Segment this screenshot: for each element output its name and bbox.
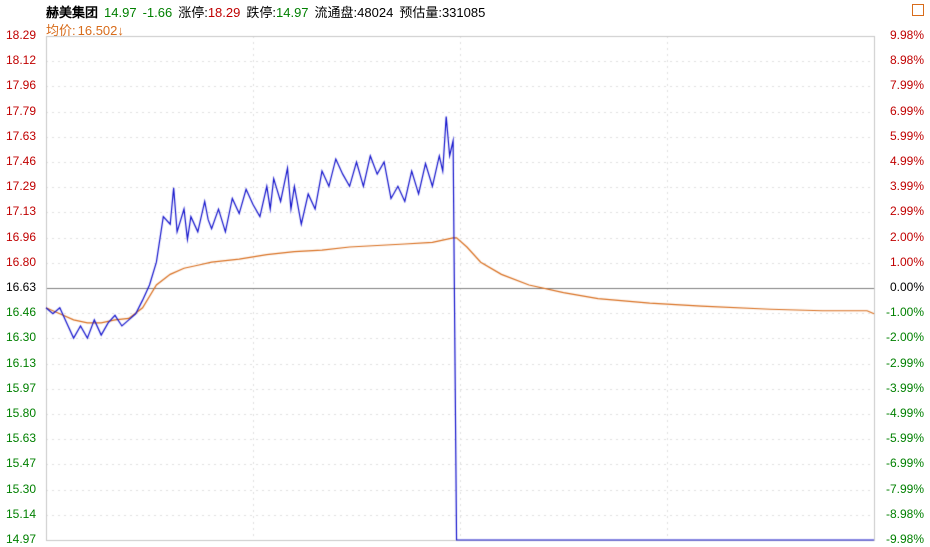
y-axis-price-label: 17.79 xyxy=(6,104,36,118)
y-axis-price-label: 16.96 xyxy=(6,230,36,244)
y-axis-price-label: 15.97 xyxy=(6,381,36,395)
y-axis-price-label: 17.13 xyxy=(6,204,36,218)
y-axis-price-label: 17.96 xyxy=(6,78,36,92)
y-axis-pct-label: 8.98% xyxy=(890,53,924,67)
y-axis-pct-label: -2.99% xyxy=(886,356,924,370)
float-value: 48024 xyxy=(357,5,393,20)
y-axis-price-label: 18.29 xyxy=(6,28,36,42)
y-axis-price-label: 15.63 xyxy=(6,431,36,445)
limit-down-label: 跌停: xyxy=(246,5,276,20)
y-axis-pct-label: -5.99% xyxy=(886,431,924,445)
y-axis-price-label: 15.14 xyxy=(6,507,36,521)
price-change: -1.66 xyxy=(143,5,173,20)
y-axis-pct-label: 0.00% xyxy=(890,280,924,294)
y-axis-price-label: 16.63 xyxy=(6,280,36,294)
y-axis-pct-label: -2.00% xyxy=(886,330,924,344)
y-axis-price-label: 15.30 xyxy=(6,482,36,496)
y-axis-pct-label: -6.99% xyxy=(886,456,924,470)
y-axis-pct-label: 6.99% xyxy=(890,104,924,118)
y-axis-pct-label: -4.99% xyxy=(886,406,924,420)
y-axis-pct-label: 2.00% xyxy=(890,230,924,244)
limit-up-label: 涨停: xyxy=(178,5,208,20)
y-axis-price-label: 16.80 xyxy=(6,255,36,269)
avg-value: 16.502↓ xyxy=(78,23,124,38)
est-vol-value: 331085 xyxy=(442,5,485,20)
y-axis-price-label: 15.47 xyxy=(6,456,36,470)
y-axis-pct-label: 7.99% xyxy=(890,78,924,92)
est-vol-label: 预估量: xyxy=(399,5,442,20)
stock-name: 赫美集团 xyxy=(46,2,98,21)
y-axis-pct-label: 5.99% xyxy=(890,129,924,143)
avg-label: 均价: xyxy=(46,20,76,39)
y-axis-pct-label: 2.99% xyxy=(890,204,924,218)
limit-up-value: 18.29 xyxy=(208,5,241,20)
y-axis-pct-label: 3.99% xyxy=(890,179,924,193)
y-axis-price-label: 16.46 xyxy=(6,305,36,319)
y-axis-pct-label: 9.98% xyxy=(890,28,924,42)
y-axis-pct-label: -3.99% xyxy=(886,381,924,395)
corner-marker xyxy=(912,4,924,16)
y-axis-price-label: 14.97 xyxy=(6,532,36,546)
price-chart xyxy=(0,0,930,547)
y-axis-price-label: 16.30 xyxy=(6,330,36,344)
y-axis-pct-label: -8.98% xyxy=(886,507,924,521)
y-axis-pct-label: -9.98% xyxy=(886,532,924,546)
y-axis-pct-label: -1.00% xyxy=(886,305,924,319)
limit-down-value: 14.97 xyxy=(276,5,309,20)
y-axis-price-label: 17.29 xyxy=(6,179,36,193)
last-price: 14.97 xyxy=(104,5,137,20)
y-axis-price-label: 18.12 xyxy=(6,53,36,67)
y-axis-price-label: 17.46 xyxy=(6,154,36,168)
y-axis-pct-label: 1.00% xyxy=(890,255,924,269)
y-axis-price-label: 16.13 xyxy=(6,356,36,370)
y-axis-pct-label: 4.99% xyxy=(890,154,924,168)
float-label: 流通盘: xyxy=(315,5,358,20)
y-axis-price-label: 17.63 xyxy=(6,129,36,143)
y-axis-pct-label: -7.99% xyxy=(886,482,924,496)
chart-header: 赫美集团 14.97 -1.66 涨停:18.29 跌停:14.97 流通盘:4… xyxy=(46,2,485,21)
avg-price-header: 均价: 16.502↓ xyxy=(46,20,124,39)
y-axis-price-label: 15.80 xyxy=(6,406,36,420)
